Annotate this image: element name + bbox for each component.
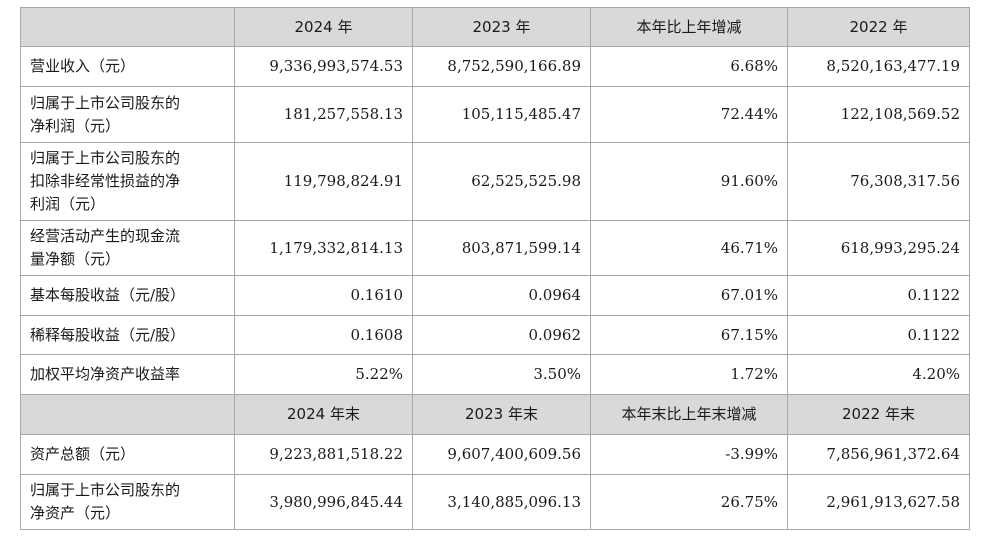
header-cell-change: 本年比上年增减 — [590, 7, 788, 47]
row-label: 资产总额（元） — [20, 434, 235, 475]
value-cell: 0.1122 — [787, 315, 970, 355]
value-cell: 0.0964 — [412, 275, 591, 316]
row-label-line: 净利润（元） — [30, 116, 121, 135]
header-cell — [20, 7, 235, 47]
value-cell: 1,179,332,814.13 — [234, 220, 413, 276]
value-cell: 0.1122 — [787, 275, 970, 316]
value-cell: 4.20% — [787, 354, 970, 395]
value-cell: 62,525,525.98 — [412, 142, 591, 221]
table-row-net-assets: 归属于上市公司股东的 净资产（元） 3,980,996,845.44 3,140… — [20, 474, 970, 530]
row-label: 归属于上市公司股东的 扣除非经常性损益的净 利润（元） — [20, 142, 235, 221]
row-label-line: 归属于上市公司股东的 — [30, 481, 181, 499]
row-label-line: 归属于上市公司股东的 — [30, 149, 181, 167]
value-cell: 67.01% — [590, 275, 788, 316]
row-label-line: 扣除非经常性损益的净 — [30, 172, 181, 190]
value-cell: 2,961,913,627.58 — [787, 474, 970, 530]
value-cell: 9,607,400,609.56 — [412, 434, 591, 475]
table-row-diluted-eps: 稀释每股收益（元/股） 0.1608 0.0962 67.15% 0.1122 — [20, 315, 970, 355]
row-label: 稀释每股收益（元/股） — [20, 315, 235, 355]
row-label: 加权平均净资产收益率 — [20, 354, 235, 395]
value-cell: 8,752,590,166.89 — [412, 46, 591, 87]
table-row-basic-eps: 基本每股收益（元/股） 0.1610 0.0964 67.01% 0.1122 — [20, 275, 970, 316]
value-cell: 119,798,824.91 — [234, 142, 413, 221]
value-cell: 0.1608 — [234, 315, 413, 355]
value-cell: 181,257,558.13 — [234, 86, 413, 143]
header-cell-2023-end: 2023 年末 — [412, 394, 591, 435]
value-cell: 3,980,996,845.44 — [234, 474, 413, 530]
value-cell: 122,108,569.52 — [787, 86, 970, 143]
header-cell-2022: 2022 年 — [787, 7, 970, 47]
value-cell: 46.71% — [590, 220, 788, 276]
value-cell: 0.1610 — [234, 275, 413, 316]
row-label-line: 营业收入（元） — [30, 57, 136, 75]
table-row-operating-cash-flow: 经营活动产生的现金流 量净额（元） 1,179,332,814.13 803,8… — [20, 220, 970, 276]
value-cell: 3,140,885,096.13 — [412, 474, 591, 530]
row-label: 基本每股收益（元/股） — [20, 275, 235, 316]
financial-summary-table: 2024 年 2023 年 本年比上年增减 2022 年 营业收入（元） 9,3… — [20, 7, 970, 530]
header-row-annual: 2024 年 2023 年 本年比上年增减 2022 年 — [20, 7, 970, 47]
row-label-line: 加权平均净资产收益率 — [30, 365, 181, 383]
row-label-line: 利润（元） — [30, 195, 106, 213]
header-cell-2024-end: 2024 年末 — [234, 394, 413, 435]
row-label: 营业收入（元） — [20, 46, 235, 87]
value-cell: 9,223,881,518.22 — [234, 434, 413, 475]
row-label: 归属于上市公司股东的 净资产（元） — [20, 474, 235, 530]
row-label-line: 经营活动产生的现金流 — [30, 227, 181, 245]
value-cell: 3.50% — [412, 354, 591, 395]
header-cell — [20, 394, 235, 435]
row-label-line: 量净额（元） — [30, 250, 121, 268]
row-label-line: 净资产（元） — [30, 504, 121, 522]
value-cell: 7,856,961,372.64 — [787, 434, 970, 475]
value-cell: 26.75% — [590, 474, 788, 530]
value-cell: -3.99% — [590, 434, 788, 475]
value-cell: 91.60% — [590, 142, 788, 221]
value-cell: 67.15% — [590, 315, 788, 355]
header-cell-2024: 2024 年 — [234, 7, 413, 47]
row-label-line: 稀释每股收益（元/股） — [30, 325, 186, 344]
row-label-line: 基本每股收益（元/股） — [30, 286, 186, 304]
row-label-line: 资产总额（元） — [30, 445, 136, 463]
table-row-weighted-roe: 加权平均净资产收益率 5.22% 3.50% 1.72% 4.20% — [20, 354, 970, 395]
header-cell-2022-end: 2022 年末 — [787, 394, 970, 435]
value-cell: 5.22% — [234, 354, 413, 395]
header-cell-change-end: 本年末比上年末增减 — [590, 394, 788, 435]
table-row-total-assets: 资产总额（元） 9,223,881,518.22 9,607,400,609.5… — [20, 434, 970, 475]
value-cell: 76,308,317.56 — [787, 142, 970, 221]
value-cell: 618,993,295.24 — [787, 220, 970, 276]
header-row-year-end: 2024 年末 2023 年末 本年末比上年末增减 2022 年末 — [20, 394, 970, 435]
row-label: 归属于上市公司股东的 净利润（元） — [20, 86, 235, 143]
value-cell: 9,336,993,574.53 — [234, 46, 413, 87]
table-row-net-profit: 归属于上市公司股东的 净利润（元） 181,257,558.13 105,115… — [20, 86, 970, 143]
value-cell: 803,871,599.14 — [412, 220, 591, 276]
value-cell: 105,115,485.47 — [412, 86, 591, 143]
value-cell: 1.72% — [590, 354, 788, 395]
value-cell: 6.68% — [590, 46, 788, 87]
value-cell: 72.44% — [590, 86, 788, 143]
value-cell: 8,520,163,477.19 — [787, 46, 970, 87]
value-cell: 0.0962 — [412, 315, 591, 355]
table-row-net-profit-excl-nonrecurring: 归属于上市公司股东的 扣除非经常性损益的净 利润（元） 119,798,824.… — [20, 142, 970, 221]
table-row-revenue: 营业收入（元） 9,336,993,574.53 8,752,590,166.8… — [20, 46, 970, 87]
row-label: 经营活动产生的现金流 量净额（元） — [20, 220, 235, 276]
header-cell-2023: 2023 年 — [412, 7, 591, 47]
row-label-line: 归属于上市公司股东的 — [30, 93, 181, 112]
